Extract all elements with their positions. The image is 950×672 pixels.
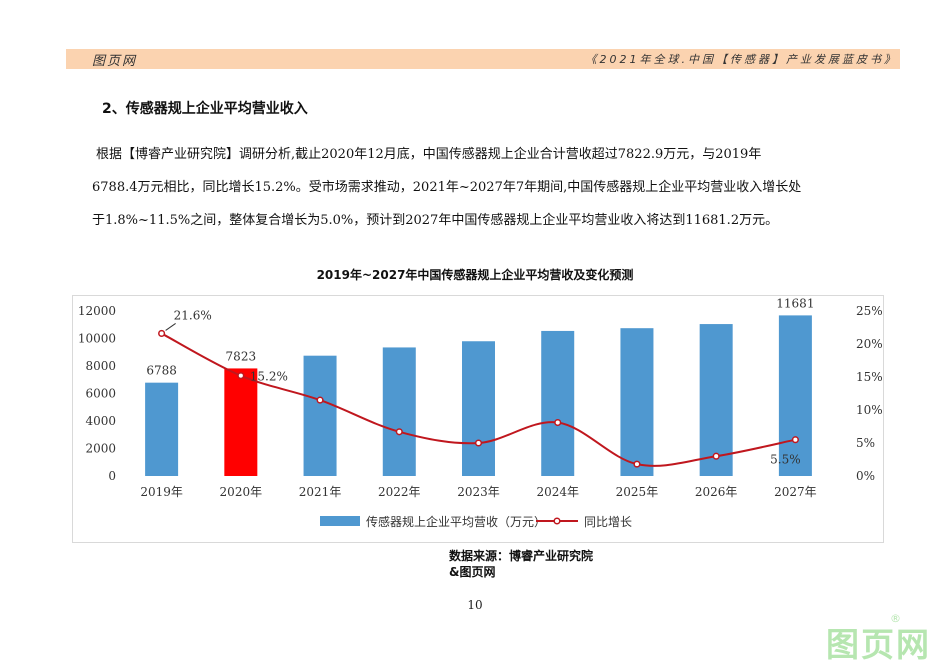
bar [145, 382, 179, 476]
header-site-name: 图页网 [92, 54, 138, 69]
bar [620, 328, 654, 476]
bar [224, 368, 258, 476]
label-leader-line [165, 323, 176, 331]
growth-point [633, 460, 641, 468]
x-axis-tick: 2025年 [616, 485, 659, 499]
bar-value-label: 11681 [776, 296, 814, 310]
paragraph-line: 于1.8%~11.5%之间，整体复合增长为5.0%，预计到2027年中国传感器规… [92, 213, 779, 228]
legend-bar-label: 传感器规上企业平均营收（万元） [366, 514, 546, 529]
legend-line-marker [553, 517, 561, 525]
header-book-title: 《2021年全球.中国【传感器】产业发展蓝皮书》 [585, 53, 898, 66]
section-title: 2、传感器规上企业平均营业收入 [102, 101, 308, 117]
data-labels: 6788 7823 11681 21.6% 15.2% 5.5% [146, 296, 814, 466]
line-series [158, 329, 799, 468]
registered-mark: ® [890, 612, 901, 625]
growth-value-label: 15.2% [250, 370, 288, 384]
right-axis-tick: 15% [856, 370, 883, 384]
left-axis-tick: 6000 [85, 387, 116, 401]
x-axis-tick: 2019年 [140, 485, 183, 499]
right-axis-tick: 25% [856, 304, 883, 318]
watermark-logo: 图页网 [826, 625, 931, 664]
left-axis-tick: 2000 [85, 442, 116, 456]
growth-value-label: 5.5% [770, 453, 801, 467]
left-axis-tick: 8000 [85, 359, 116, 373]
body-paragraph: 根据【博睿产业研究院】调研分析,截止2020年12月底，中国传感器规上企业合计营… [92, 138, 887, 237]
left-axis-tick: 0 [108, 469, 116, 483]
right-axis-tick: 20% [856, 337, 883, 351]
paragraph-line: 根据【博睿产业研究院】调研分析,截止2020年12月底，中国传感器规上企业合计营… [96, 147, 762, 162]
bar-series [145, 315, 812, 476]
legend-line-label: 同比增长 [584, 515, 632, 529]
growth-point [712, 452, 720, 460]
chart-title: 2019年~2027年中国传感器规上企业平均营收及变化预测 [316, 268, 634, 282]
left-axis-tick: 12000 [78, 304, 116, 318]
chart-legend: 传感器规上企业平均营收（万元） 同比增长 [320, 514, 632, 529]
x-axis-tick: 2021年 [299, 485, 342, 499]
paragraph-line: 6788.4万元相比，同比增长15.2%。受市场需求推动，2021年~2027年… [92, 180, 802, 195]
right-axis-tick: 10% [856, 403, 883, 417]
x-axis-labels: 2019年 2020年 2021年 2022年 2023年 2024年 2025年 2026年… [140, 485, 816, 499]
x-axis-tick: 2020年 [220, 485, 263, 499]
growth-point [237, 372, 245, 380]
bar [303, 355, 337, 476]
bar [382, 347, 416, 476]
growth-value-label: 21.6% [174, 308, 212, 322]
bar-value-label: 6788 [146, 364, 177, 378]
left-axis-tick: 10000 [78, 332, 116, 346]
growth-point [395, 428, 403, 436]
growth-point [474, 439, 483, 447]
right-axis-labels: 0% 5% 10% 15% 20% 25% [856, 304, 883, 483]
right-axis-tick: 5% [856, 436, 875, 450]
bar [778, 315, 812, 476]
bar [462, 341, 495, 476]
growth-point [316, 396, 324, 404]
right-axis-tick: 0% [856, 469, 875, 483]
data-source: 数据来源：博睿产业研究院 &图页网 [449, 548, 593, 580]
header-band [66, 49, 900, 69]
chart-frame [72, 295, 884, 543]
bar [699, 324, 733, 476]
bar [541, 330, 575, 476]
growth-point [791, 436, 799, 444]
x-axis-tick: 2026年 [695, 485, 738, 499]
data-source-line: &图页网 [449, 565, 496, 579]
page-number: 10 [467, 598, 483, 612]
legend-bar-swatch [320, 516, 360, 526]
growth-point [158, 329, 166, 337]
left-axis-labels: 0 2000 4000 6000 8000 10000 12000 [78, 304, 116, 483]
x-axis-tick: 2022年 [378, 485, 421, 499]
growth-point [554, 418, 562, 427]
x-axis-tick: 2024年 [536, 485, 579, 499]
data-source-line: 数据来源：博睿产业研究院 [449, 549, 594, 563]
left-axis-tick: 4000 [85, 414, 116, 428]
x-axis-tick: 2027年 [774, 485, 817, 499]
x-axis-tick: 2023年 [457, 485, 500, 499]
bar-value-label: 7823 [226, 349, 257, 363]
